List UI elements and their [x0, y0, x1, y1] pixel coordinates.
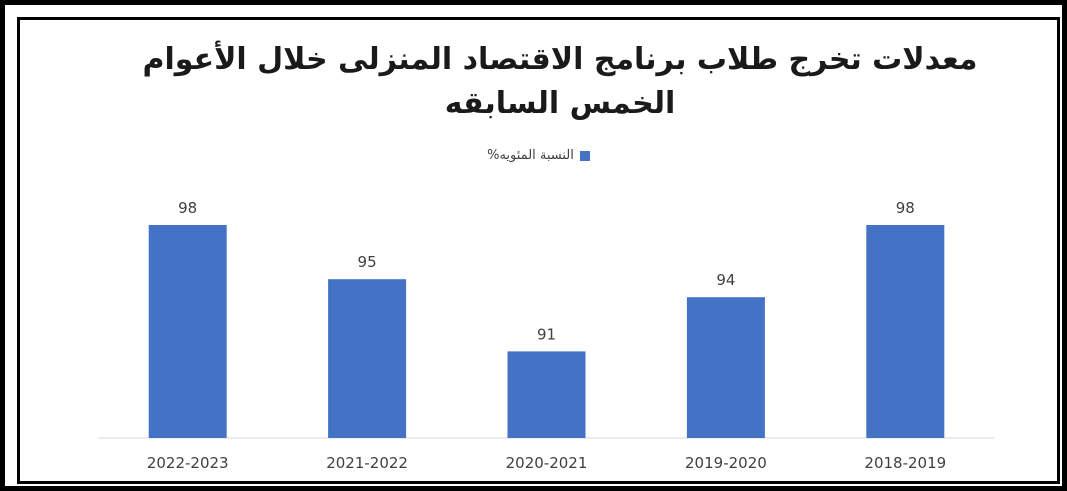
bar-chart-plot: 98 2018-2019 94 2019-2020 91 2020-2021 95 2021-…: [98, 199, 995, 472]
data-label-2020-2021: 91: [537, 325, 556, 343]
bar-2019-2020: [686, 297, 765, 438]
data-label-2022-2023: 98: [178, 199, 197, 217]
x-tick-label-2021-2022: 2021-2022: [326, 454, 408, 472]
data-label-2018-2019: 98: [896, 199, 915, 217]
data-label-2021-2022: 95: [358, 253, 377, 271]
chart-area: معدلات تخرج طلاب برنامج الاقتصاد المنزلى…: [20, 20, 1057, 481]
x-tick-label-2019-2020: 2019-2020: [685, 454, 767, 472]
bar-2021-2022: [328, 279, 407, 438]
x-tick-label-2022-2023: 2022-2023: [147, 454, 229, 472]
chart-title: معدلات تخرج طلاب برنامج الاقتصاد المنزلى…: [142, 42, 978, 121]
bar-2022-2023: [148, 225, 227, 438]
bar-2020-2021: [507, 351, 586, 438]
legend-label: النسبة المئويه%: [487, 148, 574, 163]
inner-border: معدلات تخرج طلاب برنامج الاقتصاد المنزلى…: [17, 17, 1060, 484]
data-label-2019-2020: 94: [716, 271, 735, 289]
x-tick-label-2018-2019: 2018-2019: [864, 454, 946, 472]
x-tick-label-2020-2021: 2020-2021: [506, 454, 588, 472]
legend: النسبة المئويه%: [20, 148, 1057, 163]
bar-2018-2019: [866, 225, 945, 438]
legend-swatch: [579, 150, 590, 161]
